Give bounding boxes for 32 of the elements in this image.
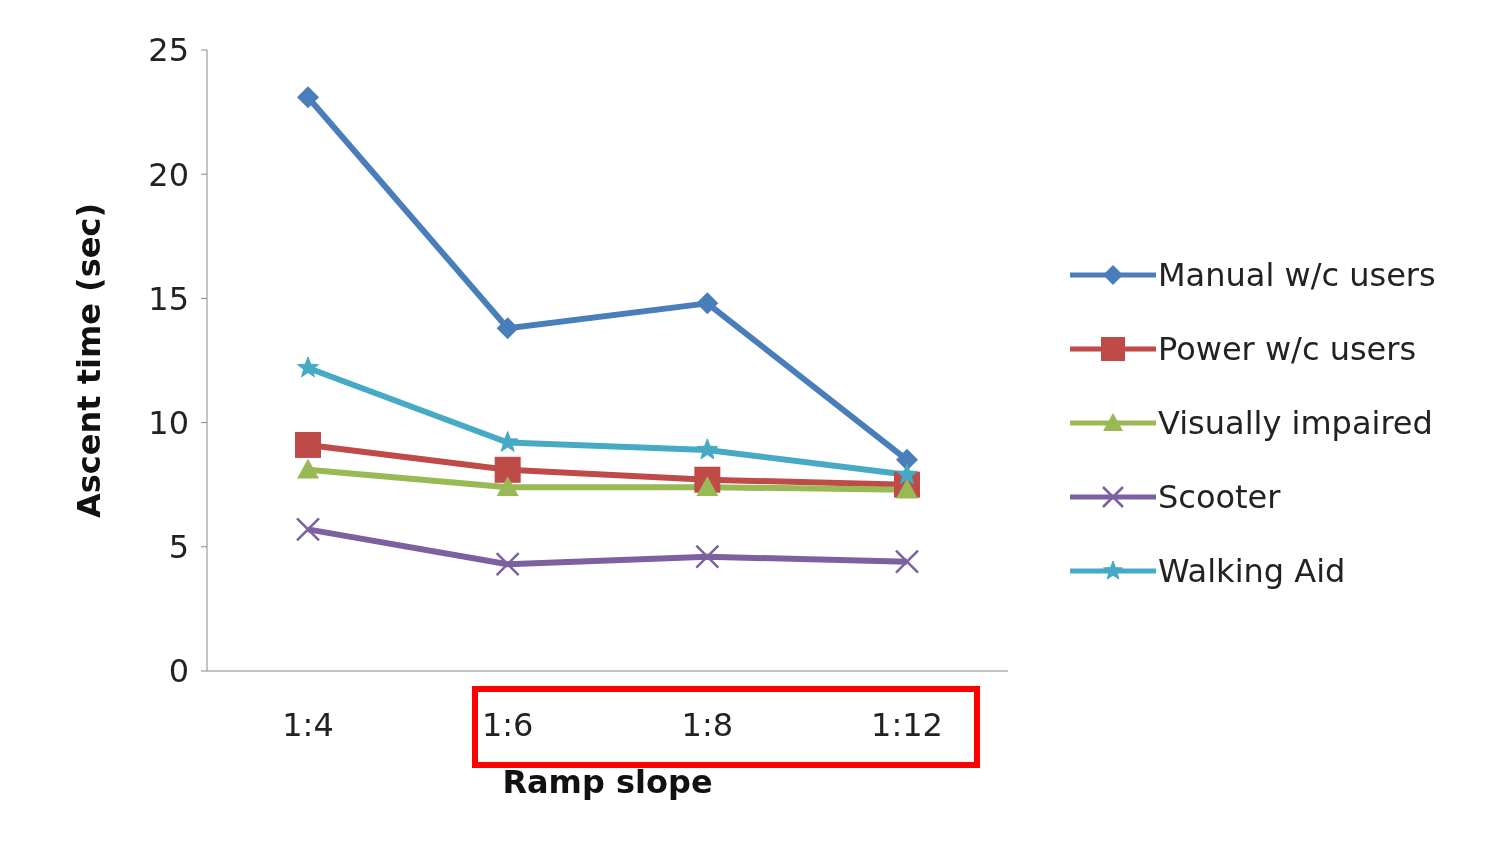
point — [894, 549, 920, 574]
point — [297, 458, 319, 479]
x-tick-label: 1:12 — [871, 705, 943, 744]
legend-label: Power w/c users — [1158, 330, 1417, 368]
y-tick-label: 15 — [148, 279, 189, 318]
x-tick-label: 1:8 — [681, 705, 734, 744]
legend-label: Visually impaired — [1158, 404, 1433, 442]
point — [295, 517, 321, 542]
legend-label: Manual w/c users — [1158, 256, 1436, 294]
point — [696, 476, 719, 496]
x-tick-label: 1:4 — [282, 705, 334, 744]
point — [696, 292, 719, 315]
y-tick-label: 20 — [148, 155, 189, 194]
point — [496, 476, 519, 496]
point — [896, 448, 918, 471]
y-axis-title: Ascent time (sec) — [70, 202, 109, 519]
y-tick-label: 0 — [168, 652, 189, 691]
point — [496, 317, 519, 340]
point — [295, 431, 321, 458]
x-tick-label: 1:6 — [481, 705, 534, 744]
y-tick-label: 25 — [148, 31, 189, 70]
legend-label: Walking Aid — [1158, 552, 1346, 590]
point — [495, 551, 520, 577]
point — [695, 544, 720, 569]
point — [297, 86, 319, 109]
legend-label: Scooter — [1158, 478, 1281, 516]
point — [494, 456, 521, 483]
y-tick-label: 5 — [168, 528, 189, 567]
point — [696, 438, 719, 460]
point — [297, 356, 319, 378]
y-tick-label: 10 — [148, 403, 189, 442]
x-axis-title: Ramp slope — [502, 763, 713, 801]
